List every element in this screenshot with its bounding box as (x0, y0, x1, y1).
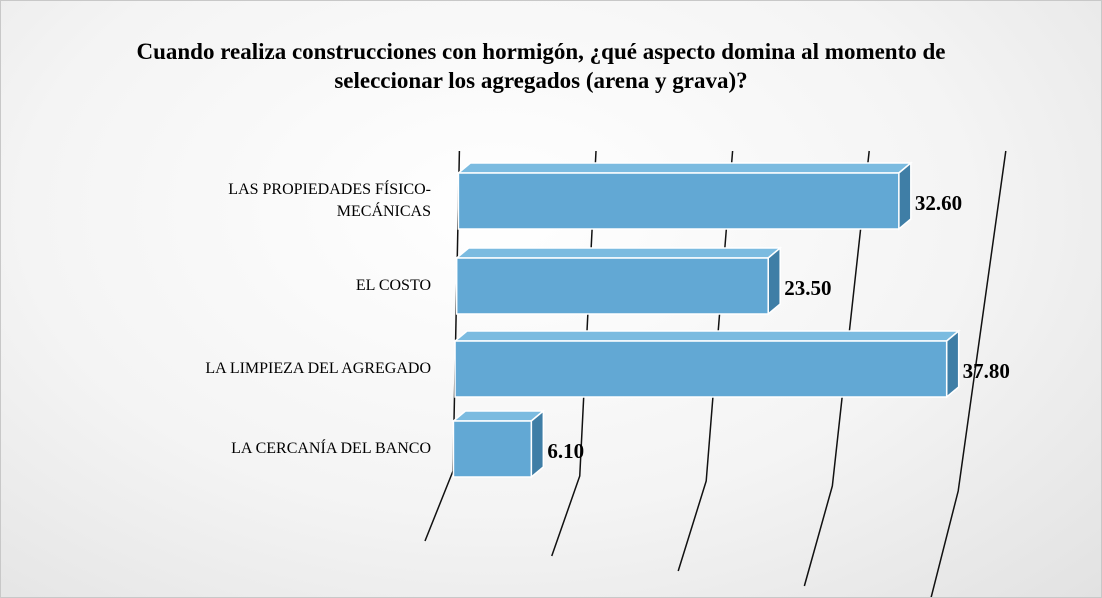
data-label: 23.50 (784, 276, 831, 300)
bar (452, 420, 533, 478)
category-label: LA CERCANÍA DEL BANCO (231, 440, 431, 457)
bar-side (945, 329, 960, 399)
bar-top (452, 330, 961, 342)
category-label: EL COSTO (355, 277, 431, 294)
bar-top (456, 162, 913, 174)
bar (455, 257, 769, 315)
bar-side (530, 409, 545, 479)
bar-top (451, 410, 546, 422)
grid-line (930, 150, 1007, 597)
category-label: LAS PROPIEDADES FÍSICO-MECÁNICAS (228, 181, 431, 220)
category-label: LA LIMPIEZA DEL AGREGADO (205, 360, 431, 377)
data-label: 37.80 (963, 359, 1010, 383)
bar-top (454, 247, 783, 259)
data-label: 6.10 (547, 439, 584, 463)
bar (457, 172, 900, 230)
grid-line (803, 150, 870, 587)
data-label: 32.60 (915, 191, 962, 215)
bar (454, 340, 948, 398)
bar-side (767, 246, 781, 316)
bar-side (898, 161, 912, 231)
chart-title: Cuando realiza construcciones con hormig… (136, 39, 946, 93)
